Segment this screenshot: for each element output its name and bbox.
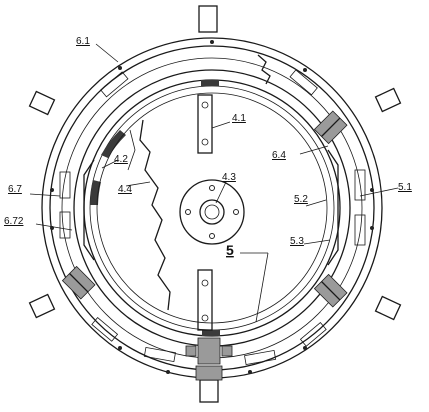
label-5-2: 5.2 [294, 194, 308, 205]
label-6-72: 6.72 [4, 216, 24, 227]
label-4-1: 4.1 [232, 113, 246, 124]
center-hub [180, 180, 244, 244]
label-4-4: 4.4 [118, 184, 132, 195]
side-blocks [84, 150, 338, 265]
label-5-1: 5.1 [398, 182, 412, 193]
label-6-4: 6.4 [272, 150, 286, 161]
label-6-1: 6.1 [76, 36, 90, 47]
label-5-3: 5.3 [290, 236, 304, 247]
label-4-2: 4.2 [114, 154, 128, 165]
label-6-7: 6.7 [8, 184, 22, 195]
label-4-3: 4.3 [222, 172, 236, 183]
reference-labels: 6.1 4.1 4.2 4.3 4.4 6.4 5.1 5.2 5.3 6.7 … [4, 36, 412, 258]
label-5: 5 [226, 242, 234, 258]
